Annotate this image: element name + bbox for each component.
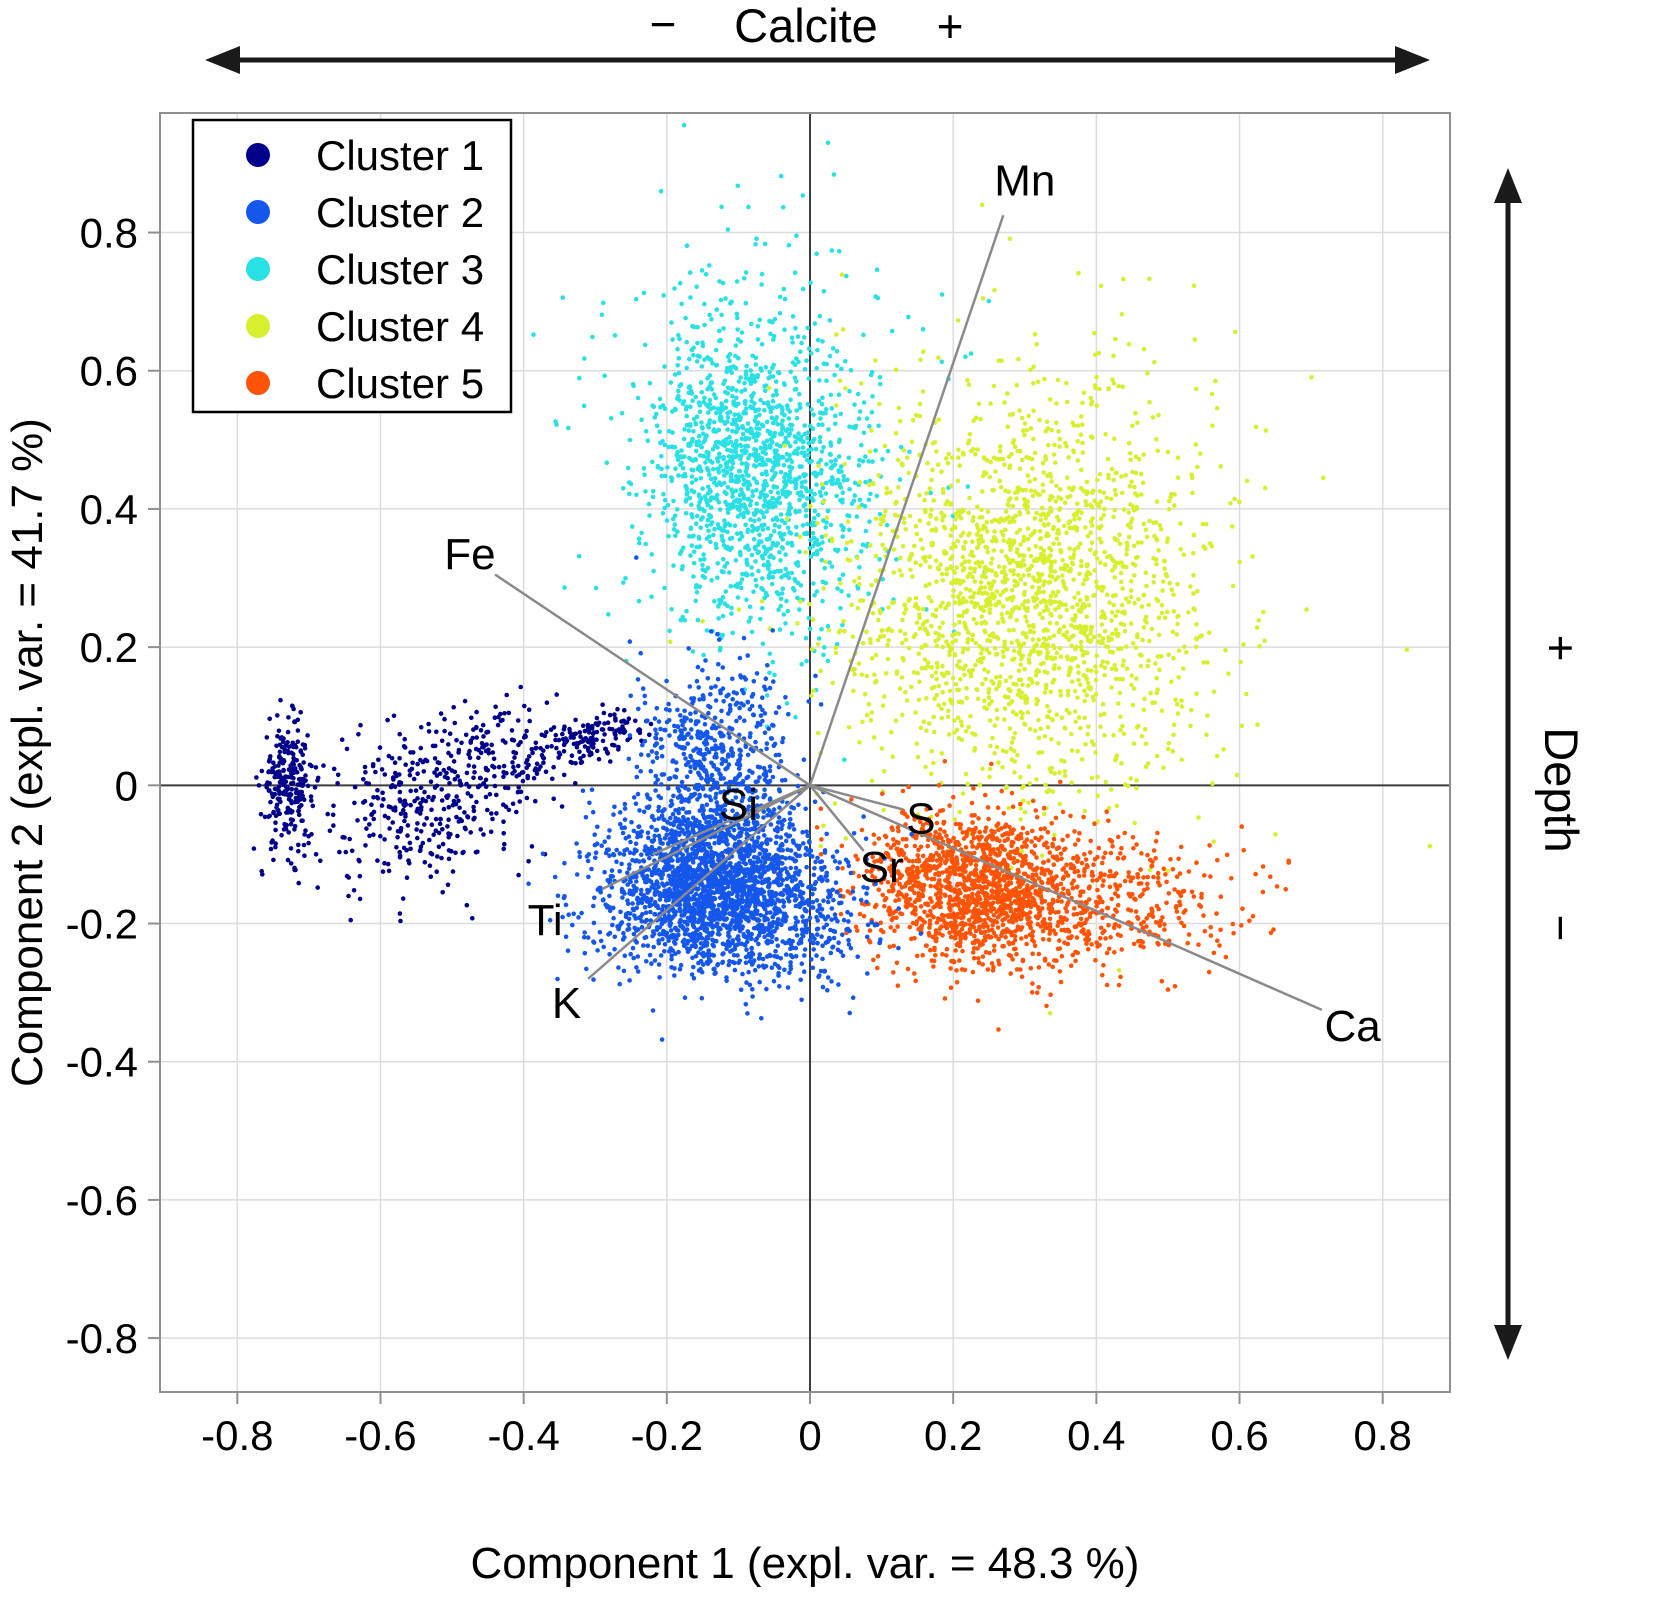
legend-label: Cluster 3 bbox=[316, 246, 484, 293]
legend-item-1: Cluster 1 bbox=[246, 132, 484, 179]
y-tick-label: 0.4 bbox=[80, 486, 138, 533]
cluster-points-cluster-1 bbox=[251, 684, 659, 924]
cluster-points-cluster-4 bbox=[668, 202, 1433, 1016]
zero-lines bbox=[160, 113, 1450, 1392]
legend-item-2: Cluster 2 bbox=[246, 189, 484, 236]
calcite-annotation: − Calcite + bbox=[205, 0, 1430, 74]
x-tick-label: 0.2 bbox=[924, 1412, 982, 1459]
legend-box bbox=[191, 118, 513, 414]
vector-label-s: S bbox=[906, 794, 935, 843]
legend-marker-icon bbox=[246, 314, 270, 338]
vector-label-ca: Ca bbox=[1325, 1002, 1382, 1051]
arrow-up-icon bbox=[1494, 168, 1522, 203]
plot-border bbox=[159, 112, 1451, 1393]
y-tick-label: 0.6 bbox=[80, 348, 138, 395]
cluster-points-cluster-2 bbox=[526, 555, 924, 1042]
x-tick-label: 0 bbox=[798, 1412, 821, 1459]
depth-minus-label: − bbox=[1535, 915, 1587, 942]
cluster-points-cluster-3 bbox=[496, 122, 992, 762]
vector-line-ti bbox=[601, 784, 811, 891]
y-tick-label: -0.4 bbox=[66, 1039, 138, 1086]
vector-line-sr bbox=[809, 784, 865, 852]
y-axis-title: Component 2 (expl. var. = 41.7 %) bbox=[3, 418, 52, 1087]
legend-label: Cluster 4 bbox=[316, 303, 484, 350]
vector-label-sr: Sr bbox=[860, 843, 904, 892]
x-tick-label: -0.8 bbox=[201, 1412, 273, 1459]
vector-line-s bbox=[809, 784, 904, 811]
vector-line-si bbox=[652, 784, 811, 856]
y-tick-label: 0 bbox=[115, 762, 138, 809]
x-axis-title: Component 1 (expl. var. = 48.3 %) bbox=[471, 1539, 1140, 1588]
legend-item-5: Cluster 5 bbox=[246, 360, 484, 407]
depth-plus-label: + bbox=[1535, 635, 1587, 662]
x-tick-label: -0.2 bbox=[631, 1412, 703, 1459]
legend-marker-icon bbox=[246, 257, 270, 281]
y-tick-label: -0.6 bbox=[66, 1177, 138, 1224]
vector-label-ti: Ti bbox=[528, 896, 563, 945]
y-tick-label: -0.8 bbox=[66, 1315, 138, 1362]
x-tick-label: 0.4 bbox=[1067, 1412, 1125, 1459]
vector-line-mn bbox=[808, 214, 1005, 786]
legend-item-4: Cluster 4 bbox=[246, 303, 484, 350]
legend-label: Cluster 1 bbox=[316, 132, 484, 179]
axis-ticks: -0.8 -0.6 -0.4 -0.2 0 0.2 0.4 0.6 0.8 -0.8 -0.6 -0.… bbox=[66, 210, 1412, 1459]
arrow-down-icon bbox=[1494, 1325, 1522, 1360]
legend-marker-icon bbox=[246, 143, 270, 167]
calcite-label: Calcite bbox=[734, 0, 878, 52]
depth-annotation: + Depth − bbox=[1494, 168, 1588, 1360]
y-tick-label: 0.2 bbox=[80, 624, 138, 671]
x-tick-label: -0.6 bbox=[344, 1412, 416, 1459]
calcite-plus-label: + bbox=[937, 0, 964, 52]
loading-vectors: Mn Fe Si Ti K SSr Ca bbox=[444, 157, 1381, 1051]
vector-line-k bbox=[587, 784, 811, 980]
vector-line-fe bbox=[494, 573, 811, 787]
legend-label: Cluster 5 bbox=[316, 360, 484, 407]
vector-label-k: K bbox=[552, 979, 581, 1028]
vector-label-mn: Mn bbox=[994, 157, 1055, 206]
x-tick-label: 0.8 bbox=[1354, 1412, 1412, 1459]
legend-marker-icon bbox=[246, 200, 270, 224]
calcite-minus-label: − bbox=[650, 0, 677, 50]
legend-label: Cluster 2 bbox=[316, 189, 484, 236]
y-tick-label: 0.8 bbox=[80, 210, 138, 257]
y-tick-label: -0.2 bbox=[66, 901, 138, 948]
legend: Cluster 1 Cluster 2 Cluster 3 Cluster 4 Clus… bbox=[191, 118, 513, 414]
vector-label-fe: Fe bbox=[444, 530, 495, 579]
legend-marker-icon bbox=[246, 371, 270, 395]
arrow-right-icon bbox=[1395, 46, 1430, 74]
arrow-left-icon bbox=[205, 46, 240, 74]
vector-label-si: Si bbox=[719, 781, 758, 830]
x-tick-label: -0.4 bbox=[487, 1412, 559, 1459]
depth-label: Depth bbox=[1535, 727, 1588, 852]
vector-line-ca bbox=[809, 784, 1323, 1012]
cluster-points-cluster-5 bbox=[775, 759, 1291, 1032]
x-tick-label: 0.6 bbox=[1210, 1412, 1268, 1459]
legend-item-3: Cluster 3 bbox=[246, 246, 484, 293]
